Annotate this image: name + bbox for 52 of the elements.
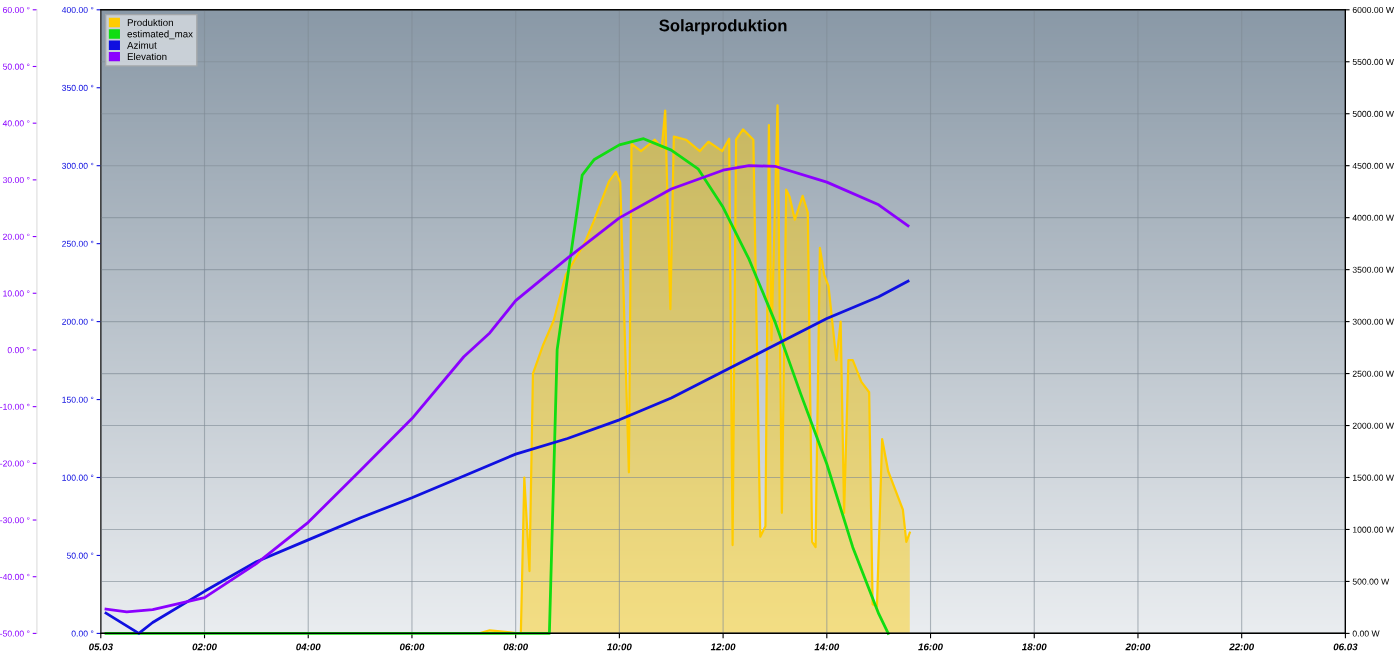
x-tick-label: 04:00 <box>296 643 321 651</box>
y2-tick-label: 2000.00 W <box>1352 422 1394 429</box>
y-tick-label: 150.00 ° <box>62 396 94 403</box>
y-tick-label: 350.00 ° <box>62 84 94 91</box>
y2-tick-label: 5500.00 W <box>1352 58 1394 65</box>
y3-tick-label: 60.00 ° <box>3 6 30 13</box>
x-tick-label: 20:00 <box>1125 643 1151 651</box>
legend-label: Elevation <box>127 52 167 61</box>
x-tick-label: 12:00 <box>710 643 736 651</box>
y-tick-label: 0.00 ° <box>71 630 94 637</box>
x-tick-label: 16:00 <box>918 643 943 651</box>
y2-tick-label: 1000.00 W <box>1353 526 1394 533</box>
x-tick-label: 22:00 <box>1229 643 1255 651</box>
y3-tick-label: 20.00 ° <box>3 233 30 240</box>
x-tick-label: 14:00 <box>814 643 840 651</box>
y2-tick-label: 0.00 W <box>1352 630 1380 637</box>
x-tick-label: 08:00 <box>503 643 529 651</box>
y3-tick-label: 50.00 ° <box>2 63 30 70</box>
y-tick-label: 400.00 ° <box>61 6 94 13</box>
legend-label: Produktion <box>127 18 173 27</box>
y3-tick-label: -50.00 ° <box>0 630 30 637</box>
y-tick-label: 100.00 ° <box>62 474 94 481</box>
y-tick-label: 250.00 ° <box>62 240 94 247</box>
x-tick-label: 02:00 <box>192 643 217 651</box>
legend-label: Azimut <box>127 41 157 49</box>
y3-tick-label: 10.00 ° <box>3 290 30 297</box>
y-tick-label: 50.00 ° <box>66 552 94 559</box>
legend-label: estimated_max <box>127 30 193 40</box>
x-tick-label: 10:00 <box>607 643 632 651</box>
x-tick-label: 05.03 <box>89 643 113 651</box>
y3-tick-label: -40.00 ° <box>0 573 30 580</box>
y3-tick-label: -20.00 ° <box>0 460 30 467</box>
x-tick-label: 06.03 <box>1333 643 1358 651</box>
y3-tick-label: 0.00 ° <box>7 347 30 354</box>
y2-tick-label: 1500.00 W <box>1353 474 1394 481</box>
y2-tick-label: 6000.00 W <box>1352 6 1394 13</box>
y2-tick-label: 4500.00 W <box>1352 162 1394 169</box>
y3-tick-label: 40.00 ° <box>2 120 30 127</box>
y3-tick-label: 30.00 ° <box>2 176 30 184</box>
y-tick-label: 200.00 ° <box>62 318 94 325</box>
y3-tick-label: -30.00 ° <box>0 517 30 524</box>
text: Solarproduktion <box>659 19 787 35</box>
y-tick-label: 300.00 ° <box>62 162 94 169</box>
y2-tick-label: 3500.00 W <box>1352 266 1394 273</box>
y2-tick-label: 3000.00 W <box>1352 318 1394 325</box>
y2-tick-label: 500.00 W <box>1352 578 1390 585</box>
y2-tick-label: 2500.00 W <box>1352 370 1394 377</box>
x-tick-label: 18:00 <box>1021 643 1047 651</box>
x-tick-label: 06:00 <box>399 643 425 651</box>
y2-tick-label: 5000.00 W <box>1352 110 1394 117</box>
y2-tick-label: 4000.00 W <box>1352 214 1394 221</box>
y3-tick-label: -10.00 ° <box>0 403 30 410</box>
